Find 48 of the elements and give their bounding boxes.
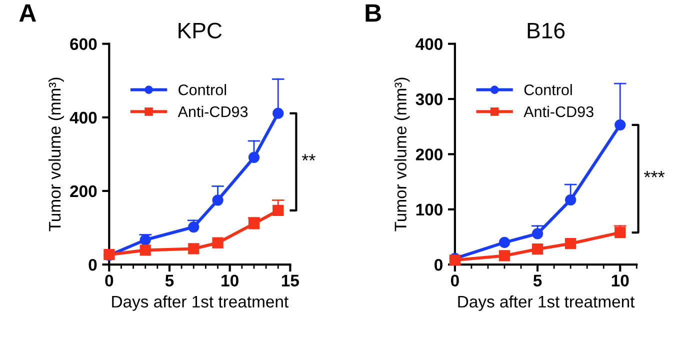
x-tick-label: 0: [450, 274, 459, 287]
text: A: [19, 4, 36, 22]
chart-title: B16: [528, 22, 565, 38]
point: [498, 236, 510, 248]
point: [532, 244, 544, 255]
x-axis-title: Days after 1st treatment: [112, 295, 288, 311]
point: [248, 152, 260, 164]
legend-label: Anti-CD93: [524, 106, 594, 118]
legend-label: Control: [524, 84, 572, 96]
text: ***: [644, 170, 665, 178]
point: [532, 228, 544, 240]
point: [212, 237, 224, 248]
y-tick-label: 400: [416, 38, 442, 50]
y-tick-label: 300: [416, 93, 442, 106]
y-axis-title: Tumor volume (mm³): [48, 78, 64, 232]
y-tick-label: 100: [416, 204, 442, 216]
point: [565, 194, 576, 206]
x-tick-label: 5: [165, 274, 174, 287]
y-tick-label: 400: [70, 112, 97, 124]
point: [188, 221, 200, 233]
x-axis-title: Days after 1st treatment: [458, 295, 635, 311]
point: [140, 244, 151, 256]
point: [498, 250, 510, 262]
y-tick-label: 200: [70, 185, 97, 198]
x-tick-label: 5: [533, 274, 542, 287]
y-tick-label: 0: [434, 258, 442, 271]
x-tick-label: 10: [612, 274, 629, 287]
y-axis-title: Tumor volume (mm³): [394, 78, 410, 232]
x-tick-label: 10: [222, 274, 238, 287]
point: [272, 108, 284, 119]
point: [614, 226, 626, 238]
point: [272, 204, 284, 216]
point: [565, 238, 576, 250]
y-tick-label: 0: [88, 258, 97, 271]
point: [212, 194, 224, 206]
x-tick-label: 15: [282, 274, 299, 287]
point: [188, 243, 200, 254]
chart-title: KPC: [178, 22, 222, 38]
y-tick-label: 600: [70, 38, 97, 50]
text: **: [302, 154, 316, 160]
legend-label: Anti-CD93: [178, 106, 248, 118]
y-tick-label: 200: [416, 148, 442, 160]
point: [614, 119, 626, 130]
legend-label: Control: [178, 84, 226, 96]
point: [248, 218, 260, 230]
text: B: [366, 4, 382, 22]
point: [140, 234, 151, 246]
x-tick-label: 0: [105, 274, 114, 287]
